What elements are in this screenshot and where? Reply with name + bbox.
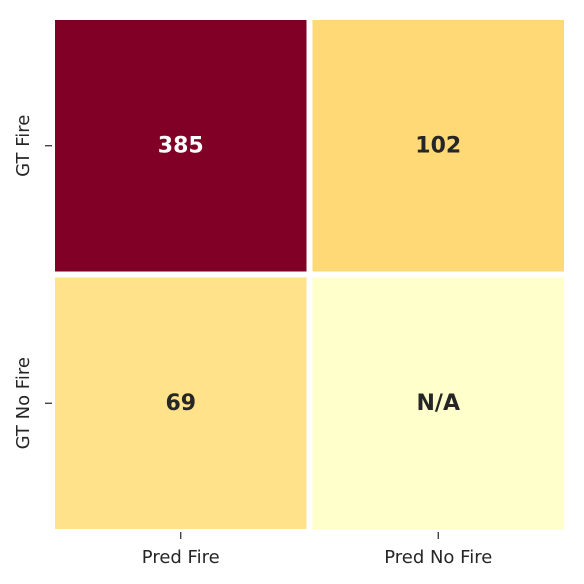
x-tick-label: Pred Fire [142, 547, 220, 568]
heatmap-cell-r0-c0 [49, 14, 313, 278]
cell-value-label-r1-c1: N/A [417, 391, 460, 416]
cell-value-label-r0-c0: 385 [158, 133, 204, 158]
cell-value-label-r1-c0: 69 [165, 391, 196, 416]
y-tick-label: GT No Fire [13, 357, 34, 449]
y-tick-label: GT Fire [13, 115, 34, 177]
heatmap-cell-r0-c1 [306, 14, 570, 278]
heatmap-cell-r1-c1 [306, 271, 570, 535]
cell-value-label-r0-c1: 102 [415, 133, 461, 158]
x-tick-label: Pred No Fire [384, 547, 492, 568]
